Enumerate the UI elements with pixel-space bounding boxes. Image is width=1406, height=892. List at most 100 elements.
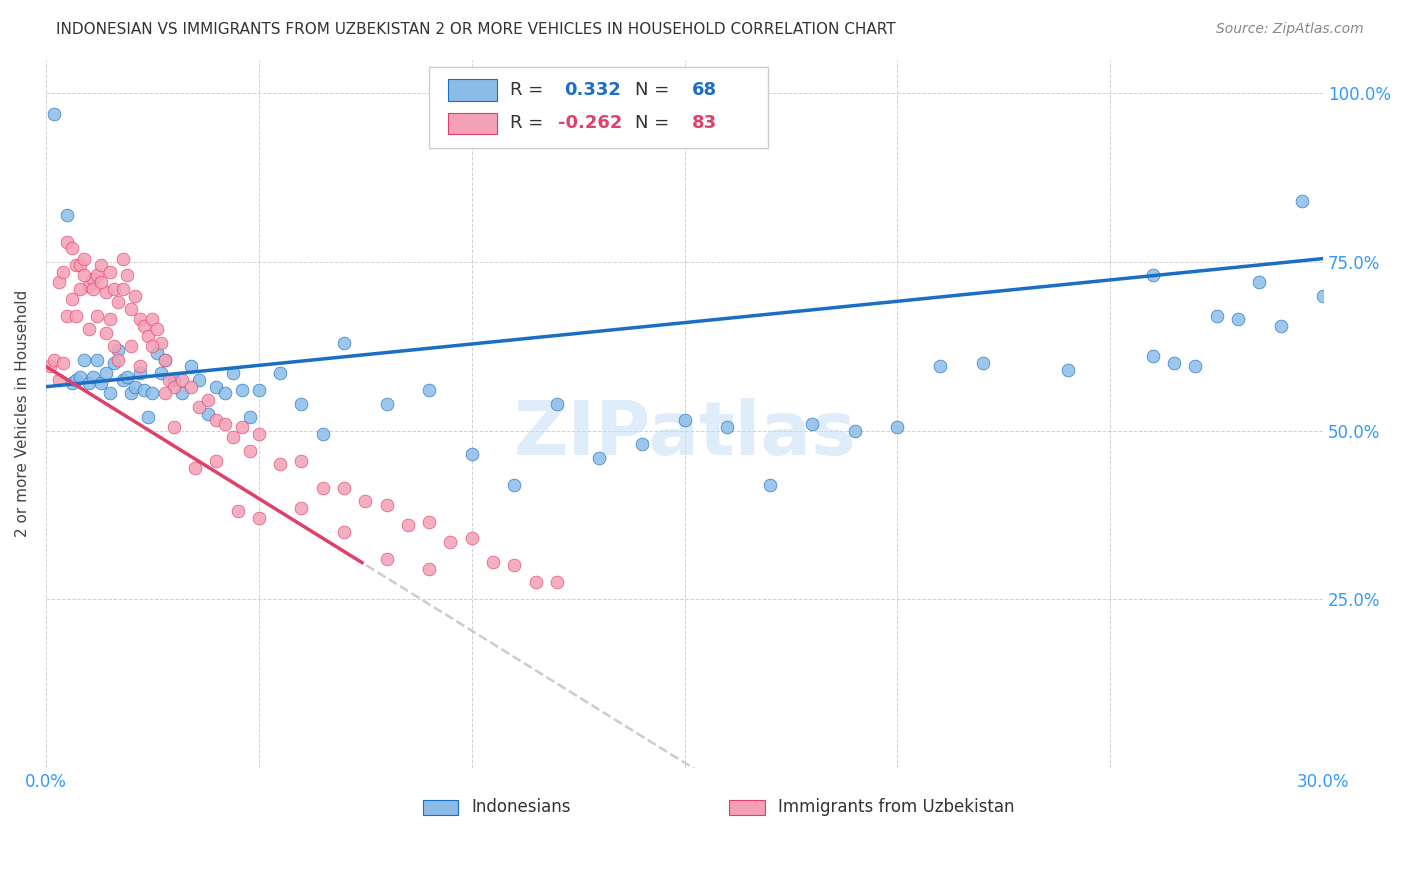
Point (631, 437, 654, 451)
Point (141, 339, 163, 353)
Point (546, 575, 568, 590)
Text: N =: N = (634, 81, 675, 99)
Text: ZIPatlas: ZIPatlas (513, 399, 856, 472)
Point (226, 504, 249, 518)
Point (205, 413, 228, 427)
Point (247, 383, 270, 397)
Point (1270, 318, 1292, 333)
Point (94, 285, 117, 300)
Point (588, 450, 610, 465)
Point (77, 322, 100, 336)
Point (375, 396, 398, 410)
Point (98, 312, 121, 326)
Text: Source: ZipAtlas.com: Source: ZipAtlas.com (1216, 22, 1364, 37)
Point (73, 252, 96, 266)
Point (418, 383, 440, 397)
Point (44, 106, 66, 120)
Point (107, 352, 129, 367)
Point (1184, 359, 1206, 374)
Point (375, 551, 398, 566)
Point (111, 373, 134, 387)
Point (56, 235, 79, 249)
Point (98, 386, 121, 401)
Point (333, 524, 356, 539)
Point (418, 515, 440, 529)
Point (503, 477, 526, 491)
FancyBboxPatch shape (429, 67, 768, 148)
Point (60, 242, 83, 256)
Point (503, 558, 526, 573)
Point (90, 376, 112, 391)
Point (239, 410, 262, 425)
FancyBboxPatch shape (449, 112, 496, 134)
Point (60, 292, 83, 306)
Point (98, 265, 121, 279)
Point (145, 346, 167, 360)
Point (396, 518, 419, 533)
Point (172, 386, 194, 401)
Point (90, 275, 112, 289)
Point (1312, 288, 1334, 302)
Point (136, 410, 159, 425)
Point (86, 309, 108, 323)
Point (844, 424, 866, 438)
Point (56, 208, 79, 222)
Point (1249, 275, 1271, 289)
Point (82, 369, 104, 384)
Point (65, 258, 87, 272)
Point (163, 380, 186, 394)
Text: Immigrants from Uzbekistan: Immigrants from Uzbekistan (778, 797, 1014, 815)
Point (124, 380, 146, 394)
Text: INDONESIAN VS IMMIGRANTS FROM UZBEKISTAN 2 OR MORE VEHICLES IN HOUSEHOLD CORRELA: INDONESIAN VS IMMIGRANTS FROM UZBEKISTAN… (56, 22, 896, 37)
Point (48, 373, 70, 387)
Point (115, 369, 138, 384)
Point (886, 420, 908, 434)
Point (82, 272, 104, 286)
Point (60, 376, 83, 391)
Point (111, 282, 134, 296)
Point (111, 252, 134, 266)
Point (312, 481, 335, 495)
Text: N =: N = (634, 114, 675, 132)
Point (673, 413, 696, 427)
Point (69, 258, 91, 272)
Point (180, 359, 202, 374)
Point (231, 383, 253, 397)
Point (65, 309, 87, 323)
Point (972, 356, 994, 370)
Point (214, 417, 236, 431)
Point (1291, 194, 1313, 209)
Point (149, 366, 172, 380)
Point (1227, 312, 1250, 326)
Point (120, 302, 142, 317)
Point (73, 352, 96, 367)
Point (269, 366, 291, 380)
Text: 83: 83 (692, 114, 717, 132)
Point (418, 562, 440, 576)
Point (247, 426, 270, 441)
Point (214, 386, 236, 401)
Point (77, 278, 100, 293)
Point (375, 498, 398, 512)
Point (141, 312, 163, 326)
Point (86, 352, 108, 367)
Point (145, 322, 167, 336)
Point (290, 396, 312, 410)
Point (48, 275, 70, 289)
Point (184, 460, 207, 475)
Point (82, 282, 104, 296)
Point (103, 282, 125, 296)
Point (132, 318, 155, 333)
Point (153, 386, 176, 401)
Point (153, 352, 176, 367)
Point (159, 373, 181, 387)
Point (128, 366, 150, 380)
Text: R =: R = (509, 114, 548, 132)
Text: 68: 68 (692, 81, 717, 99)
Point (69, 282, 91, 296)
Point (1142, 268, 1164, 283)
Point (333, 481, 356, 495)
Text: 0.332: 0.332 (564, 81, 621, 99)
Point (39, 359, 62, 374)
Point (247, 511, 270, 525)
